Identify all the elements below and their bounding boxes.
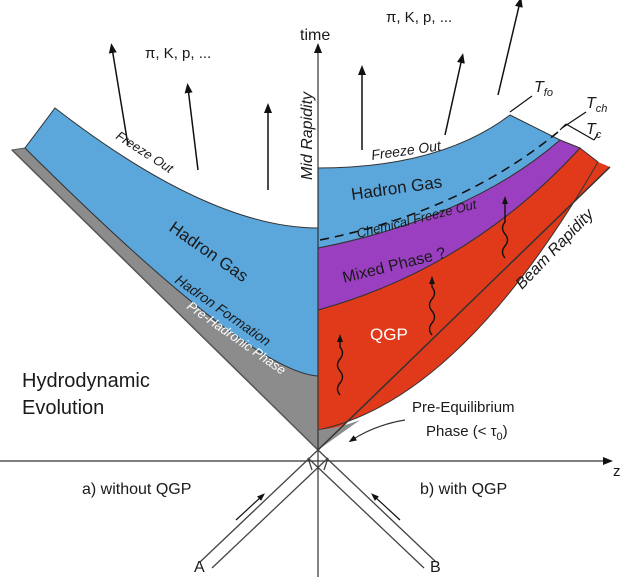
wiggly-arrows [336, 196, 509, 396]
right-hadron-gas-region [317, 114, 561, 249]
chemical-freeze-out-line [319, 131, 559, 241]
light-cone-left [11, 149, 319, 451]
t-fo-tick [509, 95, 533, 113]
beam-b-arrow [371, 493, 401, 521]
beam-a-arrow [235, 493, 265, 521]
beam-b-label: B [430, 559, 441, 576]
t-c-label: Tc [586, 121, 602, 141]
time-axis-label: time [300, 27, 330, 44]
particles-right-label: π, K, p, ... [386, 9, 452, 26]
hydro-evolution-line1: Hydrodynamic [22, 370, 150, 392]
t-c-bracket [559, 123, 599, 141]
t-fo-label: Tfo [534, 79, 553, 99]
light-cone-right [317, 166, 611, 451]
pre-equilibrium-line1: Pre-Equilibrium [412, 399, 515, 416]
right-pre-equilibrium-region [318, 420, 360, 450]
beam-trajectories [199, 449, 437, 569]
qgp-label: QGP [370, 325, 408, 344]
pre-equilibrium-pointer [348, 419, 406, 443]
hydro-evolution-line2: Evolution [22, 397, 104, 419]
t-ch-label: Tch [586, 95, 607, 115]
emitted-particle-arrows [108, 0, 523, 190]
z-axis-label: z [613, 463, 621, 480]
caption-with-qgp: b) with QGP [420, 481, 507, 498]
t-ch-tick [561, 111, 587, 129]
beam-a-label: A [194, 559, 205, 576]
mid-rapidity-label: Mid Rapidity [299, 91, 316, 180]
pre-equilibrium-line2: Phase (< τ0) [426, 423, 508, 443]
caption-without-qgp: a) without QGP [82, 481, 191, 498]
particles-left-label: π, K, p, ... [145, 45, 211, 62]
